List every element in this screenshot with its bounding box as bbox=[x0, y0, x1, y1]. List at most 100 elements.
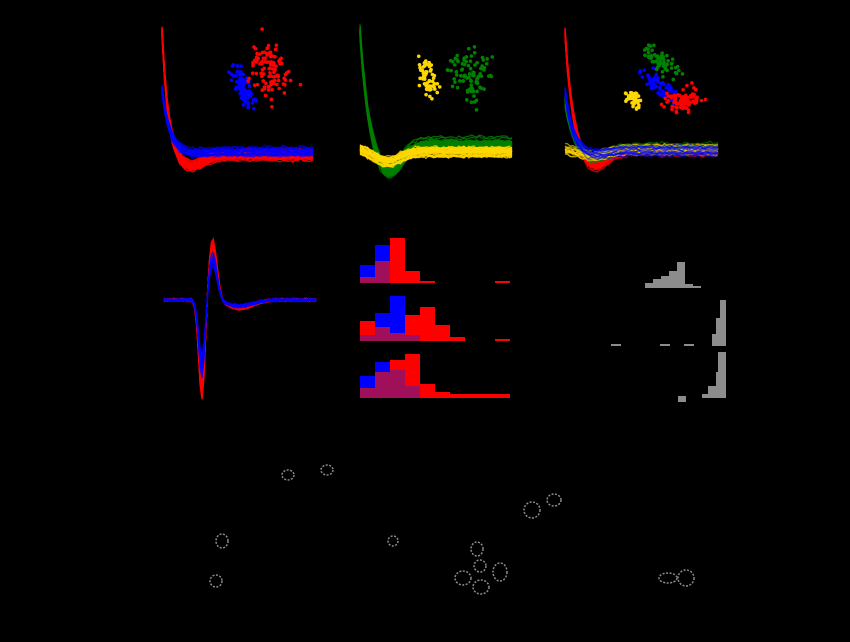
scatter-point bbox=[670, 57, 675, 61]
scatter-point bbox=[424, 87, 429, 91]
scatter-point bbox=[229, 72, 234, 76]
scatter-point bbox=[654, 72, 659, 77]
histogram-bar bbox=[716, 372, 726, 386]
scatter-point bbox=[668, 94, 673, 99]
histogram-bar bbox=[708, 386, 726, 394]
scatter-point bbox=[484, 61, 489, 66]
trace bbox=[564, 88, 719, 155]
scatter-point bbox=[632, 92, 637, 96]
trace bbox=[564, 87, 719, 152]
scatter-point bbox=[421, 65, 426, 69]
trace bbox=[359, 153, 513, 169]
scatter-point bbox=[274, 64, 278, 69]
cell-outline bbox=[454, 570, 472, 586]
histogram-bar bbox=[465, 394, 480, 398]
scatter-point bbox=[423, 59, 428, 63]
scatter-point bbox=[684, 106, 689, 110]
scatter-point bbox=[663, 67, 668, 71]
scatter-point bbox=[241, 72, 246, 77]
scatter-point bbox=[490, 55, 495, 59]
histogram-bar bbox=[435, 392, 450, 398]
scatter-point bbox=[266, 85, 271, 89]
scatter-point bbox=[695, 95, 699, 100]
scatter-point bbox=[270, 104, 274, 109]
scatter-point bbox=[283, 83, 287, 87]
histogram-bar bbox=[405, 335, 420, 341]
scatter-point bbox=[282, 91, 287, 95]
scatter-point bbox=[475, 89, 479, 94]
scatter-point bbox=[672, 93, 676, 97]
scatter-point bbox=[269, 60, 274, 64]
scatter-point bbox=[416, 54, 421, 59]
scatter-point bbox=[674, 109, 679, 114]
scatter-point bbox=[475, 61, 479, 65]
histogram-bar bbox=[405, 315, 420, 335]
scatter-point bbox=[427, 60, 431, 65]
scatter-point bbox=[673, 98, 677, 102]
scatter-point bbox=[465, 90, 470, 94]
trace bbox=[161, 85, 314, 151]
scatter-point bbox=[468, 87, 472, 91]
scatter-point bbox=[455, 53, 459, 58]
histogram-bar bbox=[450, 394, 465, 398]
scatter-point bbox=[450, 84, 455, 89]
histogram-bar bbox=[653, 279, 661, 288]
histogram-bar bbox=[716, 318, 726, 334]
scatter-point bbox=[686, 110, 691, 115]
scatter-point bbox=[473, 63, 477, 67]
scatter-point bbox=[262, 85, 267, 89]
scatter-point bbox=[683, 93, 688, 98]
scatter-point bbox=[283, 78, 288, 82]
scatter-point bbox=[468, 66, 473, 71]
scatter-point bbox=[229, 78, 234, 83]
scatter-point bbox=[467, 75, 471, 80]
scatter-point bbox=[244, 76, 249, 80]
histogram-bar bbox=[360, 277, 375, 283]
histogram-bar bbox=[375, 245, 390, 261]
scatter-point bbox=[636, 105, 641, 110]
scatter-point bbox=[461, 79, 465, 83]
scatter-point bbox=[239, 64, 244, 68]
scatter-point bbox=[425, 84, 429, 88]
scatter-point bbox=[240, 89, 244, 93]
scatter-point bbox=[661, 75, 665, 79]
scatter-point bbox=[469, 100, 474, 105]
scatter-point bbox=[270, 79, 275, 84]
scatter-point bbox=[665, 100, 669, 104]
scatter-point bbox=[454, 70, 459, 74]
scatter-point bbox=[429, 87, 433, 92]
scatter-point bbox=[246, 100, 250, 105]
scatter-point bbox=[449, 68, 453, 73]
scatter-point bbox=[658, 57, 663, 61]
scatter-point bbox=[646, 50, 651, 55]
scatter-point bbox=[265, 53, 269, 57]
scatter-point bbox=[673, 70, 678, 75]
scatter-point bbox=[472, 100, 477, 104]
scatter-point bbox=[633, 97, 638, 101]
histogram-bar bbox=[375, 362, 390, 372]
scatter-point bbox=[489, 74, 494, 79]
scatter-point bbox=[466, 46, 471, 51]
scatter-point bbox=[671, 77, 676, 82]
histogram-bar bbox=[390, 238, 405, 283]
scatter-point bbox=[626, 96, 631, 101]
histogram-bar bbox=[420, 384, 435, 398]
scatter-point bbox=[647, 76, 652, 80]
scatter-point bbox=[424, 92, 428, 97]
scatter-point bbox=[669, 86, 673, 91]
scatter-point bbox=[691, 99, 696, 104]
scatter-point bbox=[666, 82, 671, 87]
scatter-point bbox=[472, 73, 476, 78]
scatter-point bbox=[448, 58, 453, 63]
cell-outline bbox=[209, 574, 223, 588]
scatter-point bbox=[642, 48, 647, 52]
scatter-point bbox=[630, 95, 634, 100]
scatter-point bbox=[660, 80, 665, 85]
scatter-point bbox=[632, 102, 636, 106]
scatter-point bbox=[475, 76, 480, 80]
histogram-bar bbox=[375, 372, 390, 398]
histogram-bar bbox=[450, 337, 465, 341]
scatter-point bbox=[269, 97, 274, 102]
scatter-point bbox=[275, 73, 279, 78]
